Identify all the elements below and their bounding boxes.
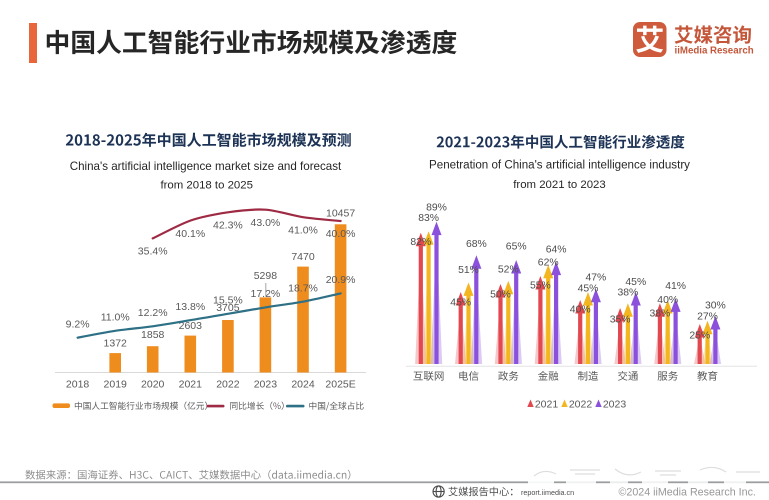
svg-text:82%: 82% [410,237,431,248]
svg-text:2023: 2023 [603,398,627,410]
svg-text:5298: 5298 [254,270,278,282]
svg-text:15.5%: 15.5% [213,294,243,306]
svg-text:3705: 3705 [216,302,240,314]
svg-text:report.iimedia.cn: report.iimedia.cn [521,488,574,497]
svg-text:45%: 45% [625,277,646,288]
svg-text:17.2%: 17.2% [251,288,281,300]
svg-text:83%: 83% [418,213,439,224]
svg-text:43.0%: 43.0% [251,217,281,229]
svg-text:2022: 2022 [569,398,593,410]
svg-text:35%: 35% [610,315,631,326]
svg-text:China's artificial intelligenc: China's artificial intelligence market s… [70,160,342,173]
svg-text:1372: 1372 [104,338,128,350]
svg-text:2603: 2603 [179,320,203,332]
svg-text:55%: 55% [530,281,551,292]
svg-text:42.3%: 42.3% [213,220,243,232]
svg-text:41%: 41% [665,281,686,292]
svg-text:45%: 45% [578,284,599,295]
svg-text:40.1%: 40.1% [175,228,205,240]
svg-text:40.0%: 40.0% [326,228,356,240]
svg-text:7470: 7470 [291,251,315,263]
svg-text:20.9%: 20.9% [326,274,356,286]
svg-text:from 2021 to 2023: from 2021 to 2023 [513,179,605,191]
svg-text:from 2018 to 2025: from 2018 to 2025 [160,179,252,191]
svg-text:62%: 62% [538,258,559,269]
svg-text:40%: 40% [570,305,591,316]
svg-text:89%: 89% [426,202,447,213]
svg-text:30%: 30% [705,301,726,312]
svg-text:2021: 2021 [535,398,559,410]
svg-text:©2024 iiMedia Research Inc.: ©2024 iiMedia Research Inc. [619,486,756,498]
svg-text:40%: 40% [657,295,678,306]
svg-text:38%: 38% [618,287,639,298]
svg-text:Penetration of China's artific: Penetration of China's artificial intell… [429,159,690,171]
svg-text:2019: 2019 [104,378,128,390]
svg-text:13.8%: 13.8% [175,301,205,313]
svg-text:2025E: 2025E [325,378,355,390]
svg-text:9.2%: 9.2% [66,318,90,330]
svg-text:65%: 65% [506,242,527,253]
svg-text:52%: 52% [498,265,519,276]
svg-text:41.0%: 41.0% [288,224,318,236]
svg-text:50%: 50% [490,290,511,301]
svg-text:2023: 2023 [254,378,278,390]
svg-text:2018: 2018 [66,378,90,390]
svg-text:2020: 2020 [141,378,165,390]
svg-text:47%: 47% [586,273,607,284]
svg-text:11.0%: 11.0% [101,311,130,323]
svg-text:35.4%: 35.4% [138,246,168,258]
svg-text:12.2%: 12.2% [138,307,168,319]
svg-text:1858: 1858 [141,329,165,341]
svg-text:27%: 27% [697,312,718,323]
svg-text:2022: 2022 [216,378,240,390]
svg-text:51%: 51% [458,265,479,276]
svg-text:38%: 38% [650,308,671,319]
svg-text:2021: 2021 [179,378,203,390]
svg-text:18.7%: 18.7% [288,282,318,294]
svg-text:25%: 25% [689,331,710,342]
svg-text:iiMedia Research: iiMedia Research [675,45,754,56]
svg-text:68%: 68% [466,239,487,250]
svg-text:64%: 64% [546,244,567,255]
svg-text:45%: 45% [450,298,471,309]
svg-text:2024: 2024 [291,378,315,390]
svg-text:10457: 10457 [326,207,355,219]
